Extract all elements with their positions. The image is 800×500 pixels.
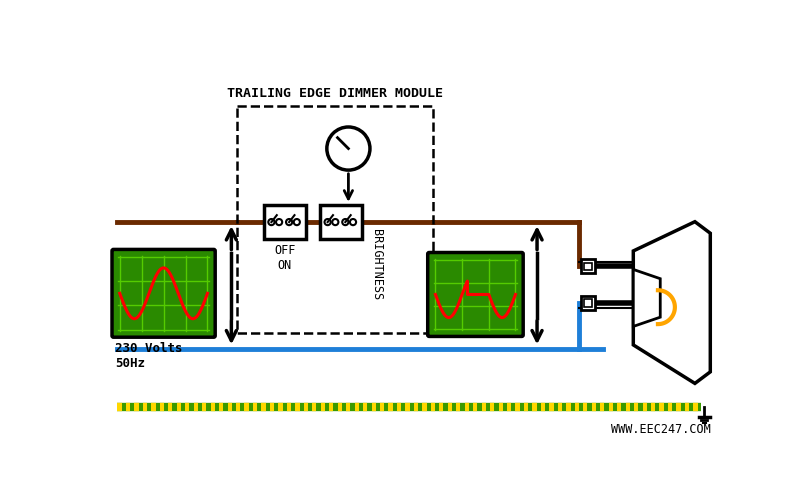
Circle shape xyxy=(327,127,370,170)
FancyBboxPatch shape xyxy=(112,250,215,337)
Bar xyxy=(584,300,592,307)
Text: TRAILING EDGE DIMMER MODULE: TRAILING EDGE DIMMER MODULE xyxy=(227,87,443,100)
Text: WWW.EEC247.COM: WWW.EEC247.COM xyxy=(610,423,710,436)
Text: 230 Volts
50Hz: 230 Volts 50Hz xyxy=(115,342,182,370)
Text: BRIGHTNESS: BRIGHTNESS xyxy=(370,229,382,300)
Bar xyxy=(320,205,362,240)
Bar xyxy=(581,260,595,274)
Bar xyxy=(237,106,433,334)
Polygon shape xyxy=(634,222,710,384)
FancyBboxPatch shape xyxy=(428,252,523,336)
Polygon shape xyxy=(634,270,660,326)
Bar xyxy=(264,205,306,240)
Text: OFF
ON: OFF ON xyxy=(274,244,295,272)
Bar xyxy=(584,262,592,270)
Bar xyxy=(581,296,595,310)
